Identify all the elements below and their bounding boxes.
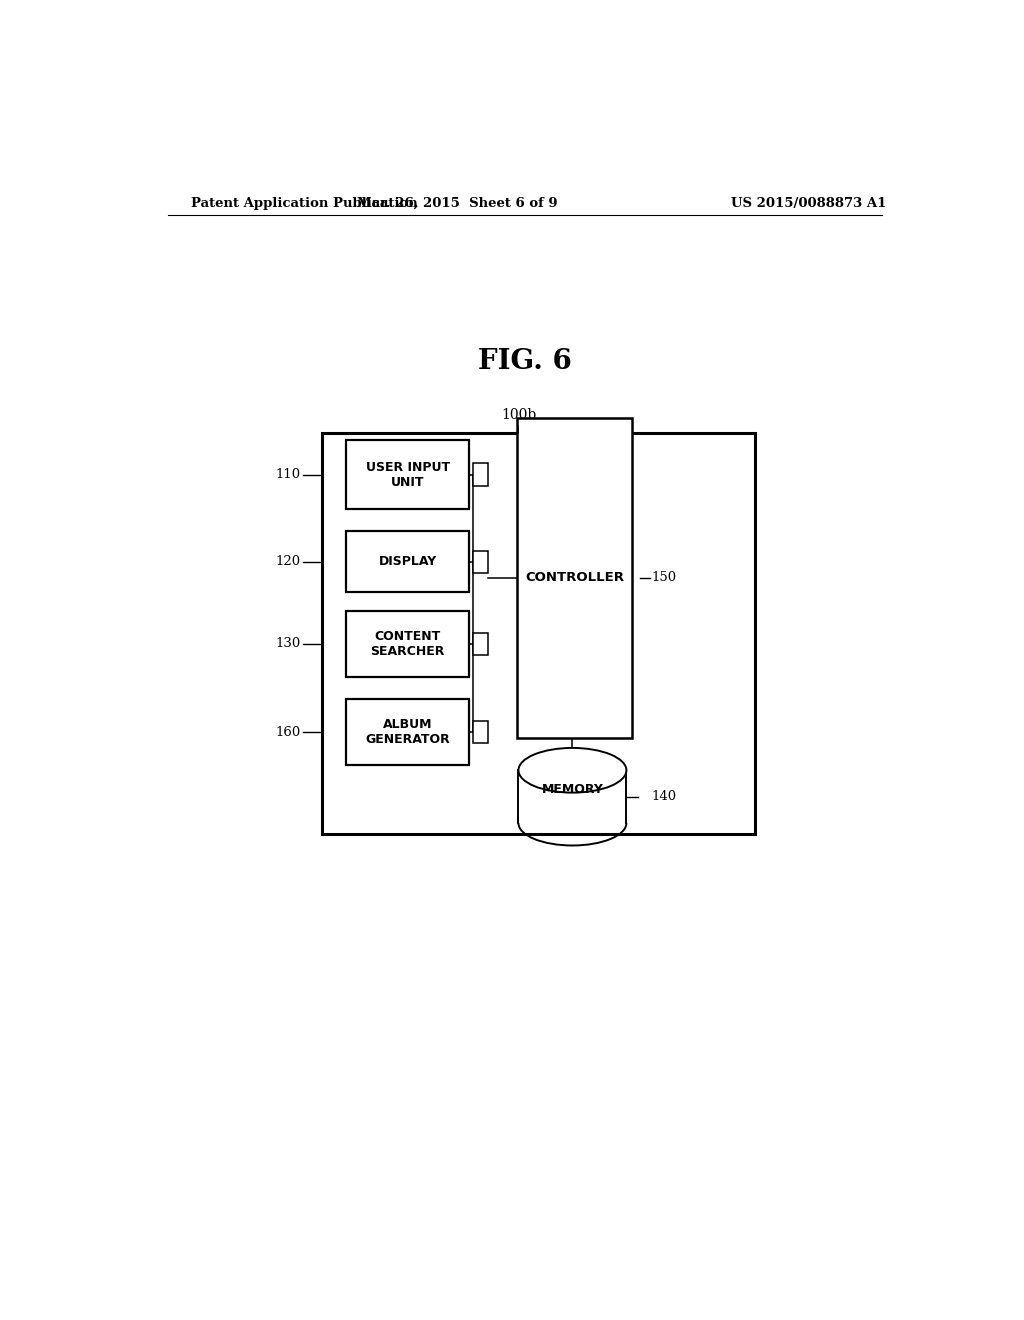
Ellipse shape — [518, 748, 627, 792]
Text: 110: 110 — [275, 469, 301, 480]
Text: US 2015/0088873 A1: US 2015/0088873 A1 — [731, 197, 887, 210]
Bar — [346, 532, 469, 593]
Bar — [346, 440, 469, 510]
Bar — [323, 433, 755, 834]
Bar — [346, 700, 469, 766]
Text: MEMORY: MEMORY — [542, 784, 603, 796]
Text: 150: 150 — [652, 572, 677, 585]
Text: FIG. 6: FIG. 6 — [478, 348, 571, 375]
Bar — [473, 550, 487, 573]
Bar — [473, 721, 487, 743]
Text: CONTENT
SEARCHER: CONTENT SEARCHER — [371, 630, 445, 657]
Bar — [517, 417, 632, 738]
Text: USER INPUT
UNIT: USER INPUT UNIT — [366, 461, 450, 488]
Text: 100b: 100b — [501, 408, 537, 421]
Bar — [473, 463, 487, 486]
Text: 130: 130 — [275, 638, 301, 651]
Text: ALBUM
GENERATOR: ALBUM GENERATOR — [366, 718, 451, 746]
Text: CONTROLLER: CONTROLLER — [525, 572, 624, 585]
Text: Mar. 26, 2015  Sheet 6 of 9: Mar. 26, 2015 Sheet 6 of 9 — [357, 197, 558, 210]
Text: 120: 120 — [275, 556, 301, 569]
Bar — [346, 611, 469, 677]
Bar — [518, 771, 627, 824]
Text: Patent Application Publication: Patent Application Publication — [191, 197, 418, 210]
Text: 160: 160 — [275, 726, 301, 739]
Bar — [473, 632, 487, 655]
Text: DISPLAY: DISPLAY — [379, 556, 437, 569]
Text: 140: 140 — [652, 791, 677, 803]
